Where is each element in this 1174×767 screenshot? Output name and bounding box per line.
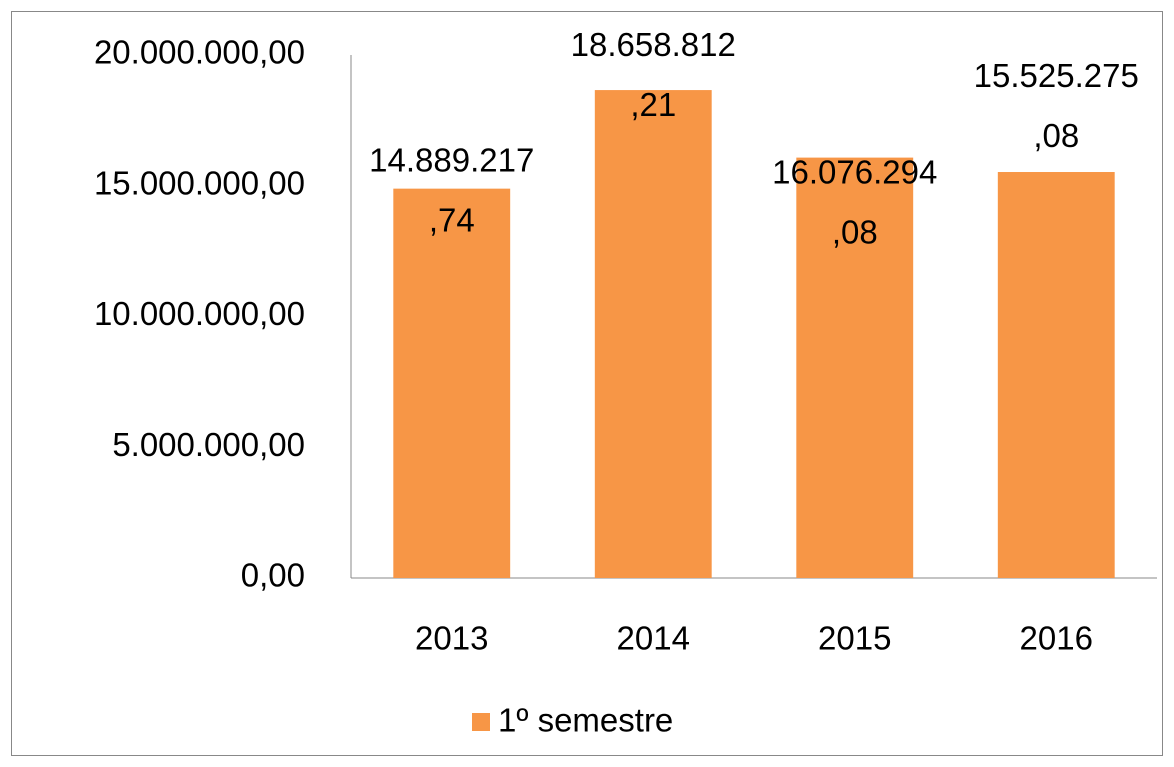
- bar: [796, 157, 914, 578]
- x-tick-label: 2014: [617, 620, 690, 657]
- x-tick-label: 2016: [1020, 620, 1093, 657]
- x-tick-label: 2013: [415, 620, 488, 657]
- bar: [997, 172, 1115, 579]
- data-label: 15.525.275,08: [974, 57, 1139, 154]
- y-tick-label: 5.000.000,00: [112, 426, 305, 463]
- y-tick-label: 0,00: [241, 557, 305, 594]
- legend-label: 1º semestre: [498, 702, 673, 739]
- legend-swatch: [472, 713, 490, 731]
- y-tick-label: 15.000.000,00: [94, 164, 305, 201]
- bar: [594, 90, 712, 579]
- chart-border: [11, 11, 1163, 756]
- data-label: 16.076.294,08: [772, 153, 937, 250]
- bar: [393, 188, 511, 578]
- y-tick-label: 10.000.000,00: [94, 295, 305, 332]
- x-tick-label: 2015: [818, 620, 891, 657]
- y-tick-label: 20.000.000,00: [94, 34, 305, 71]
- data-label: 18.658.812,21: [571, 26, 736, 123]
- data-label: 14.889.217,74: [369, 141, 534, 238]
